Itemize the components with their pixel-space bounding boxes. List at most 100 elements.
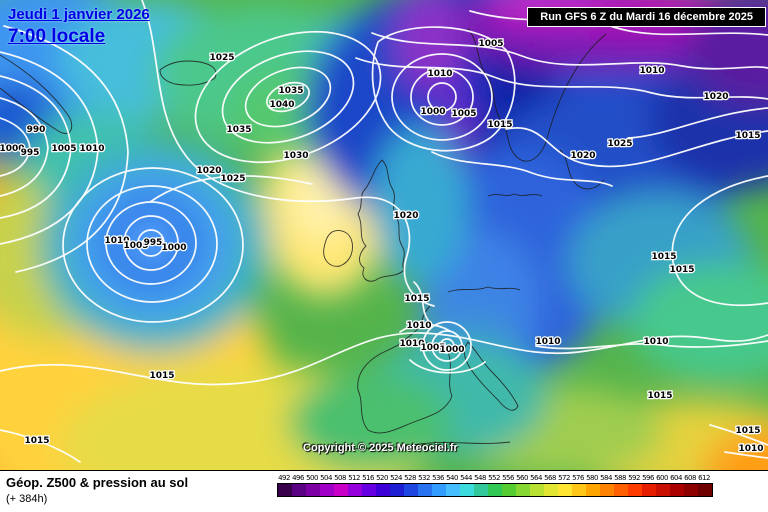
pressure-label: 995 — [144, 238, 163, 248]
legend-value: 564 — [530, 474, 542, 482]
pressure-label: 1040 — [269, 100, 294, 110]
legend-color-strip — [277, 483, 713, 497]
legend-value: 496 — [292, 474, 304, 482]
pressure-label: 1020 — [196, 166, 221, 176]
legend-value: 592 — [628, 474, 640, 482]
legend-color-cell — [502, 484, 516, 496]
legend-value: 548 — [474, 474, 486, 482]
legend-color-cell — [530, 484, 544, 496]
legend-color-cell — [460, 484, 474, 496]
pressure-label: 1005 — [51, 144, 76, 154]
legend-value: 508 — [334, 474, 346, 482]
legend-color-cell — [418, 484, 432, 496]
legend-value: 584 — [600, 474, 612, 482]
legend-color-cell — [348, 484, 362, 496]
legend-value: 580 — [586, 474, 598, 482]
legend-value: 540 — [446, 474, 458, 482]
legend-color-cell — [292, 484, 306, 496]
legend-color-cell — [698, 484, 712, 496]
local-time: 7:00 locale — [8, 25, 106, 47]
legend-value: 572 — [558, 474, 570, 482]
legend-color-cell — [684, 484, 698, 496]
map-date: Jeudi 1 janvier 2026 7:00 locale — [8, 6, 150, 49]
legend-value: 588 — [614, 474, 626, 482]
legend-value: 524 — [390, 474, 402, 482]
legend-color-cell — [600, 484, 614, 496]
map-title: Géop. Z500 & pression au sol — [6, 475, 189, 490]
legend-value: 552 — [488, 474, 500, 482]
copyright-notice: Copyright © 2025 Meteociel.fr — [303, 442, 458, 454]
pressure-label: 1015 — [404, 294, 429, 304]
legend-color-cell — [628, 484, 642, 496]
legend-value: 612 — [698, 474, 710, 482]
legend-color-cell — [544, 484, 558, 496]
pressure-label: 1005 — [123, 241, 148, 251]
legend-value: 608 — [684, 474, 696, 482]
pressure-label: 1025 — [607, 139, 632, 149]
pressure-label: 1000 — [0, 144, 25, 154]
legend-color-cell — [488, 484, 502, 496]
run-info-box: Run GFS 6 Z du Mardi 16 décembre 2025 — [527, 7, 766, 27]
pressure-label: 1020 — [570, 151, 595, 161]
legend-color-cell — [670, 484, 684, 496]
legend-value: 560 — [516, 474, 528, 482]
legend-color-cell — [334, 484, 348, 496]
pressure-label: 1015 — [487, 120, 512, 130]
pressure-label: 1005 — [478, 39, 503, 49]
isobar-contours — [0, 0, 768, 463]
pressure-label: 1020 — [393, 211, 418, 221]
legend-value: 532 — [418, 474, 430, 482]
legend-color-cell — [432, 484, 446, 496]
pressure-label: 1010 — [535, 337, 560, 347]
legend-value: 520 — [376, 474, 388, 482]
pressure-label: 1005 — [420, 343, 445, 353]
pressure-label: 1010 — [79, 144, 104, 154]
coastlines — [0, 27, 607, 453]
date-line: Jeudi 1 janvier 2026 — [8, 6, 150, 23]
pressure-label: 1010 — [427, 69, 452, 79]
legend-color-cell — [642, 484, 656, 496]
pressure-label: 1035 — [278, 86, 303, 96]
legend-color-cell — [376, 484, 390, 496]
pressure-label: 1015 — [735, 131, 760, 141]
legend-value: 604 — [670, 474, 682, 482]
legend-color-cell — [404, 484, 418, 496]
color-scale-legend: 492 496 500 504 508 512 516 520 524 528 532 536 540 5… — [277, 474, 713, 497]
legend-color-cell — [390, 484, 404, 496]
pressure-label: 1000 — [439, 345, 464, 355]
pressure-label: 1015 — [651, 252, 676, 262]
legend-value: 492 — [278, 474, 290, 482]
legend-values-row: 492 496 500 504 508 512 516 520 524 528 532 536 540 5… — [277, 474, 713, 483]
legend-value: 500 — [306, 474, 318, 482]
legend-color-cell — [474, 484, 488, 496]
legend-color-cell — [278, 484, 292, 496]
legend-value: 528 — [404, 474, 416, 482]
pressure-label: 1015 — [669, 265, 694, 275]
legend-color-cell — [572, 484, 586, 496]
pressure-label: 1030 — [283, 151, 308, 161]
legend-color-cell — [656, 484, 670, 496]
legend-value: 600 — [656, 474, 668, 482]
legend-value: 544 — [460, 474, 472, 482]
pressure-label: 1010 — [738, 444, 763, 454]
legend-value: 512 — [348, 474, 360, 482]
pressure-label: 1015 — [24, 436, 49, 446]
pressure-label: 1000 — [420, 107, 445, 117]
pressure-label: 1015 — [647, 391, 672, 401]
legend-value: 504 — [320, 474, 332, 482]
pressure-label: 1005 — [451, 109, 476, 119]
legend-color-cell — [586, 484, 600, 496]
pressure-label: 1010 — [399, 339, 424, 349]
pressure-label: 1015 — [149, 371, 174, 381]
pressure-label: 990 — [27, 125, 46, 135]
legend-value: 568 — [544, 474, 556, 482]
pressure-label: 1025 — [209, 53, 234, 63]
pressure-label: 995 — [21, 148, 40, 158]
legend-color-cell — [614, 484, 628, 496]
legend-color-cell — [320, 484, 334, 496]
legend-value: 516 — [362, 474, 374, 482]
pressure-label: 1000 — [161, 243, 186, 253]
geopotential-color-field — [0, 0, 768, 470]
